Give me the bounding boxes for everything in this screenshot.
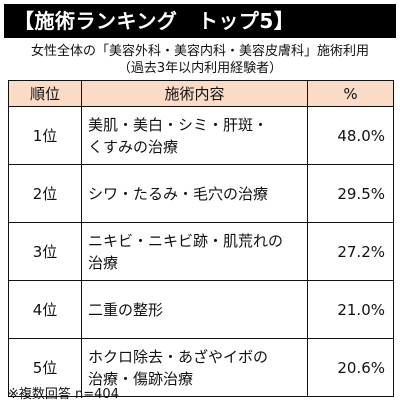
survey-subtitle: 女性全体の「美容外科・美容内科・美容皮膚科」施術利用 <box>30 44 369 59</box>
footnote: ※複数回答 n=404 <box>8 387 119 402</box>
rank-cell: 2位 <box>8 164 82 223</box>
rank-cell: 1位 <box>8 106 82 165</box>
treatment-line: くすみの治療 <box>88 137 179 156</box>
percent-cell: 48.0% <box>307 106 394 165</box>
ranking-title: 【施術ランキング トップ5】 <box>4 4 396 38</box>
treatment-cell: 美肌・美白・シミ・肝斑・ くすみの治療 <box>81 106 308 165</box>
survey-subtitle-note: （過去3年以内利用経験者） <box>117 61 283 76</box>
treatment-line: 治療 <box>88 253 119 272</box>
table-row: 4位 二重の整形 21.0% <box>8 280 394 339</box>
rank-cell: 3位 <box>8 222 82 281</box>
header-treatment: 施術内容 <box>81 80 308 107</box>
table-row: 5位 ホクロ除去・あざやイボの 治療・傷跡治療 20.6% <box>8 338 394 397</box>
treatment-cell: シワ・たるみ・毛穴の治療 <box>81 164 308 223</box>
table-row: 1位 美肌・美白・シミ・肝斑・ くすみの治療 48.0% <box>8 106 394 165</box>
percent-cell: 21.0% <box>307 280 394 339</box>
percent-cell: 29.5% <box>307 164 394 223</box>
rank-cell: 5位 <box>8 338 82 397</box>
treatment-line: シワ・たるみ・毛穴の治療 <box>88 184 269 203</box>
table-row: 2位 シワ・たるみ・毛穴の治療 29.5% <box>8 164 394 223</box>
header-percent: % <box>307 80 394 107</box>
treatment-line: 美肌・美白・シミ・肝斑・ <box>88 115 269 134</box>
rank-cell: 4位 <box>8 280 82 339</box>
table-row: 3位 ニキビ・ニキビ跡・肌荒れの 治療 27.2% <box>8 222 394 281</box>
treatment-cell: ニキビ・ニキビ跡・肌荒れの 治療 <box>81 222 308 281</box>
ranking-table: 順位 施術内容 % 1位 美肌・美白・シミ・肝斑・ くすみの治療 48.0% 2… <box>8 80 394 397</box>
treatment-line: 二重の整形 <box>88 300 164 319</box>
treatment-line: 治療・傷跡治療 <box>88 369 194 388</box>
treatment-line: ホクロ除去・あざやイボの <box>88 347 269 366</box>
percent-cell: 27.2% <box>307 222 394 281</box>
header-rank: 順位 <box>8 80 82 107</box>
percent-cell: 20.6% <box>307 338 394 397</box>
treatment-cell: ホクロ除去・あざやイボの 治療・傷跡治療 <box>81 338 308 397</box>
table-header-row: 順位 施術内容 % <box>8 80 394 107</box>
treatment-cell: 二重の整形 <box>81 280 308 339</box>
treatment-line: ニキビ・ニキビ跡・肌荒れの <box>88 231 284 250</box>
